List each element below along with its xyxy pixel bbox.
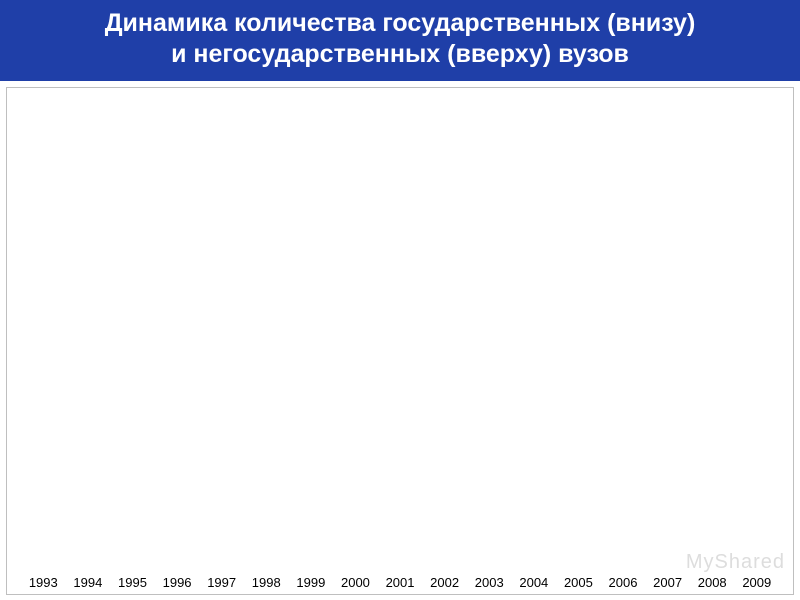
bar-bottom-value: 607	[336, 540, 374, 552]
bar-slot: 157552	[66, 100, 111, 566]
bar-slot: 302578	[199, 100, 244, 566]
bar-slot: 334580	[244, 100, 289, 566]
x-tick-label: 1997	[199, 575, 244, 590]
bar-bottom-value: 552	[69, 540, 107, 552]
x-tick-label: 2001	[378, 575, 423, 590]
x-tick-label: 1995	[110, 575, 155, 590]
x-tick-label: 2004	[512, 575, 557, 590]
chart-title: Динамика количества государственных (вни…	[0, 0, 800, 81]
x-tick-label: 2007	[645, 575, 690, 590]
bars-container: 7854815755219356624457330257833458034959…	[21, 100, 779, 566]
bar-bottom-value: 573	[158, 540, 196, 552]
x-tick-label: 1999	[289, 575, 334, 590]
bar-slot: 430660	[601, 100, 646, 566]
title-line-1: Динамика количества государственных (вни…	[10, 8, 790, 39]
title-line-2: и негосударственных (вверху) вузов	[10, 39, 790, 70]
bar-bottom-value: 654	[470, 540, 508, 552]
bar-bottom-value: 548	[24, 540, 62, 552]
x-tick-label: 2000	[333, 575, 378, 590]
x-tick-label: 1993	[21, 575, 66, 590]
x-tick-label: 2009	[735, 575, 780, 590]
bar-slot: 450658	[645, 100, 690, 566]
bar-bottom-value: 655	[425, 540, 463, 552]
bar-bottom-value: 566	[113, 540, 151, 552]
plot-area: 7854815755219356624457330257833458034959…	[21, 100, 779, 566]
x-tick-label: 2008	[690, 575, 735, 590]
bar-bottom-value: 590	[292, 540, 330, 552]
bar-bottom-value: 580	[247, 540, 285, 552]
bar-slot: 78548	[21, 100, 66, 566]
bar-bottom-value: 578	[203, 540, 241, 552]
x-tick-label: 1998	[244, 575, 289, 590]
bar-slot: 452662	[735, 100, 780, 566]
bar-slot: 392654	[467, 100, 512, 566]
x-tick-label: 2005	[556, 575, 601, 590]
bar-slot: 409662	[512, 100, 557, 566]
bar-slot: 413655	[556, 100, 601, 566]
bar-bottom-value: 658	[648, 540, 686, 552]
bar-slot: 193566	[110, 100, 155, 566]
bar-slot: 244573	[155, 100, 200, 566]
x-axis: 1993199419951996199719981999200020012002…	[21, 575, 779, 590]
x-tick-label: 2006	[601, 575, 646, 590]
bar-bottom-value: 655	[559, 540, 597, 552]
bar-slot: 388621	[378, 100, 423, 566]
x-tick-label: 2003	[467, 575, 512, 590]
bar-slot: 384655	[422, 100, 467, 566]
x-tick-label: 1994	[66, 575, 111, 590]
bar-bottom-value: 662	[738, 540, 776, 552]
bar-bottom-value: 660	[693, 540, 731, 552]
x-tick-label: 1996	[155, 575, 200, 590]
x-tick-label: 2002	[422, 575, 467, 590]
bar-slot: 349590	[289, 100, 334, 566]
bar-bottom-value: 660	[604, 540, 642, 552]
bar-slot: 474660	[690, 100, 735, 566]
bar-bottom-value: 621	[381, 540, 419, 552]
chart-area: 7854815755219356624457330257833458034959…	[6, 87, 794, 595]
bar-slot: 358607	[333, 100, 378, 566]
bar-bottom-value: 662	[515, 540, 553, 552]
